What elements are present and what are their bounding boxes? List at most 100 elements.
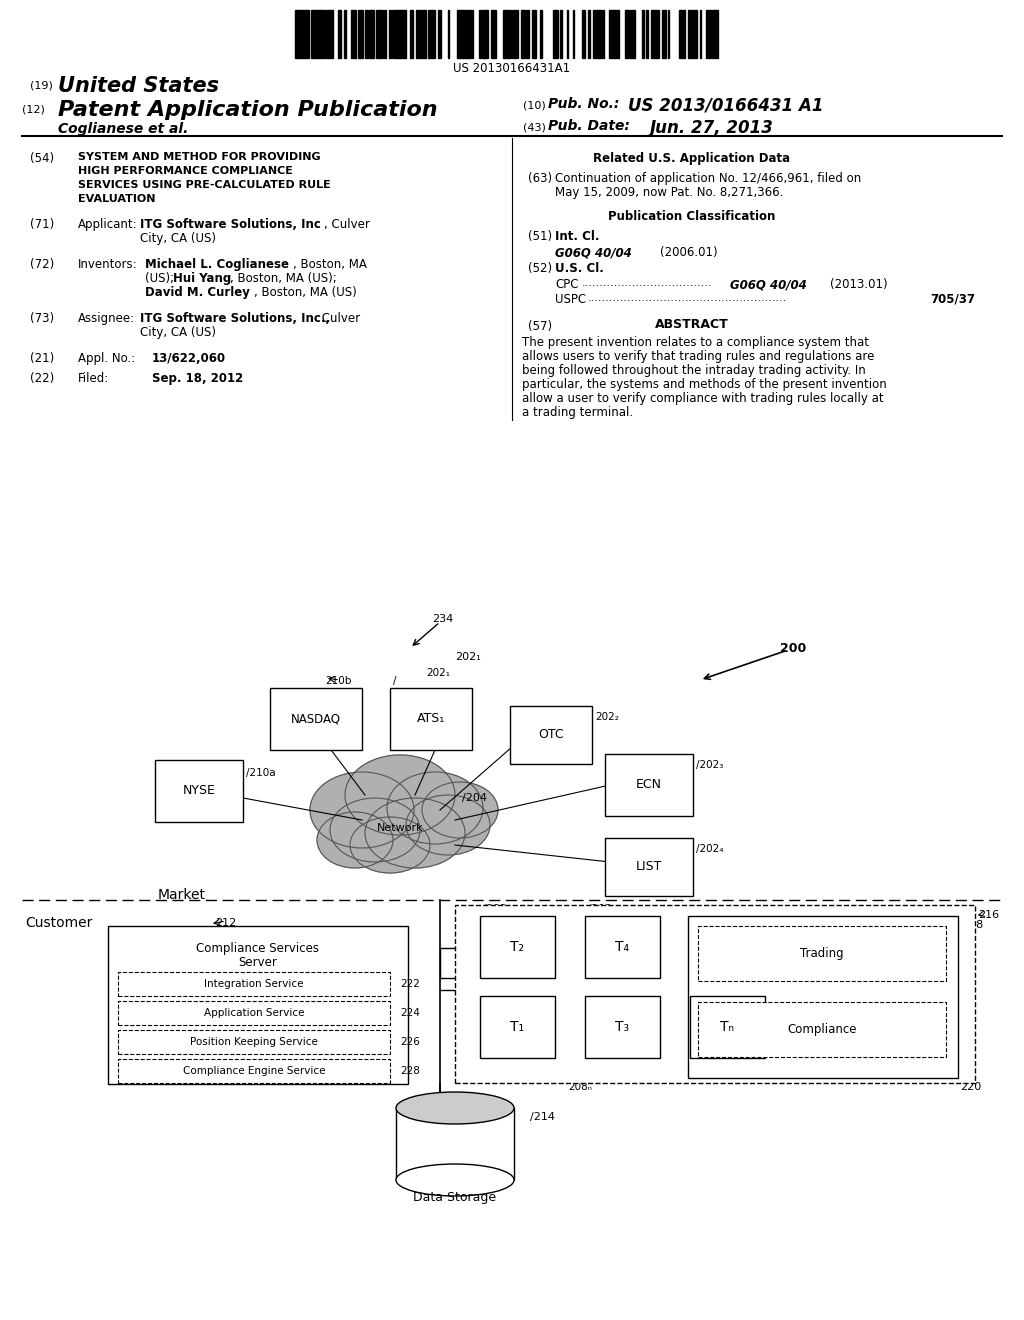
Bar [654,11,657,58]
Bar [646,11,648,58]
Bar [588,11,590,58]
Bar [398,11,400,58]
Bar [583,11,585,58]
Bar [679,11,681,58]
Bar [396,11,398,58]
Bar [330,11,333,58]
Text: /208₂: /208₂ [483,904,510,913]
Bar [657,11,659,58]
Bar [526,11,529,58]
Bar [532,11,534,58]
Text: (10): (10) [523,100,546,110]
Text: Trading: Trading [846,939,895,950]
Bar [295,11,298,58]
Text: /202₃: /202₃ [696,760,723,770]
Text: CPC: CPC [555,279,579,290]
Text: 200: 200 [780,642,806,655]
Bar [360,11,362,58]
Text: 208₁/: 208₁/ [458,1060,485,1071]
Text: /202₄: /202₄ [696,843,724,854]
Text: LIST: LIST [636,861,663,874]
Bar [461,11,463,58]
Bar [504,11,506,58]
Bar [690,997,765,1059]
Bar [480,916,555,978]
Bar [662,11,664,58]
Text: (72): (72) [30,257,54,271]
Bar [270,688,362,750]
Bar [593,11,595,58]
Text: , Culver: , Culver [324,218,370,231]
Bar [611,11,613,58]
Text: SERVICES USING PRE-CALCULATED RULE: SERVICES USING PRE-CALCULATED RULE [78,180,331,190]
Bar [306,11,309,58]
Bar [613,11,615,58]
Text: 234: 234 [432,614,454,624]
Text: Position Keeping Service: Position Keeping Service [190,1038,317,1047]
Bar [358,11,360,58]
Text: /208₄: /208₄ [588,904,615,913]
Bar [420,11,422,58]
Bar [326,11,328,58]
Text: ITG Software Solutions, Inc: ITG Software Solutions, Inc [140,218,321,231]
Text: Assignee:: Assignee: [78,312,135,325]
Text: Int. Cl.: Int. Cl. [555,230,599,243]
Bar [410,11,412,58]
Text: Related U.S. Application Data: Related U.S. Application Data [594,152,791,165]
Text: T₄: T₄ [615,940,630,954]
Bar [514,11,516,58]
Text: U.S. Cl.: U.S. Cl. [555,261,604,275]
Bar [479,11,481,58]
Bar [423,11,426,58]
Text: Hui Yang: Hui Yang [173,272,231,285]
Bar [311,11,314,58]
Text: Pub. Date:: Pub. Date: [548,119,630,133]
Text: , Boston, MA (US): , Boston, MA (US) [254,286,356,300]
Text: (2006.01): (2006.01) [660,246,718,259]
Text: City, CA (US): City, CA (US) [140,232,216,246]
Text: /: / [393,676,396,686]
Bar [609,11,611,58]
Text: (2013.01): (2013.01) [830,279,888,290]
Text: City, CA (US): City, CA (US) [140,326,216,339]
Bar [118,1001,390,1026]
Text: particular, the systems and methods of the present invention: particular, the systems and methods of t… [522,378,887,391]
Bar [118,1059,390,1082]
Text: 226: 226 [400,1038,420,1047]
Text: Coglianese et al.: Coglianese et al. [58,121,188,136]
Text: Customer: Customer [25,916,92,931]
Ellipse shape [345,755,455,836]
Text: (21): (21) [30,352,54,366]
Text: (73): (73) [30,312,54,325]
Bar [465,11,468,58]
Text: 208ₙ/: 208ₙ/ [662,1060,689,1071]
Text: Appl. No.:: Appl. No.: [78,352,135,366]
Text: United States: United States [58,77,219,96]
Ellipse shape [396,1164,514,1196]
Text: May 15, 2009, now Pat. No. 8,271,366.: May 15, 2009, now Pat. No. 8,271,366. [555,186,783,199]
Bar [338,11,340,58]
Bar [688,11,691,58]
Text: 202₁: 202₁ [455,652,480,663]
Bar [642,11,644,58]
Text: /210a: /210a [246,768,275,777]
Text: ECN: ECN [636,779,662,792]
Bar [691,11,693,58]
Text: /204: /204 [462,793,487,803]
Bar [605,754,693,816]
Bar [556,11,558,58]
Bar [681,11,684,58]
Text: 218: 218 [962,920,983,931]
Text: T₂: T₂ [511,940,524,954]
Text: (54): (54) [30,152,54,165]
Bar [344,11,346,58]
Text: NYSE: NYSE [182,784,215,797]
Text: Jun. 27, 2013: Jun. 27, 2013 [650,119,774,137]
Bar [455,906,975,1082]
Bar [108,927,408,1084]
Bar [318,11,321,58]
Text: 202₁: 202₁ [426,668,450,678]
Text: ....................................: .................................... [582,279,713,288]
Bar [706,11,710,58]
Text: , Boston, MA (US);: , Boston, MA (US); [230,272,337,285]
